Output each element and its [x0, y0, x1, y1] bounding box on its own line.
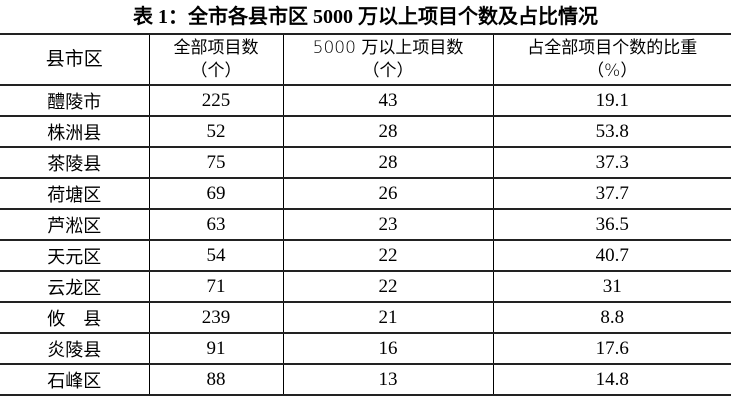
table-row: 芦淞区 63 23 36.5: [0, 209, 731, 240]
header-line: 5000 万以上项目数: [312, 37, 464, 58]
share-percent: 17.6: [492, 333, 731, 364]
county-name: 炎陵县: [47, 339, 102, 361]
projects-over-50m: 22: [282, 240, 493, 271]
share-percent: 8.8: [492, 302, 731, 333]
column-header: 县市区: [0, 34, 149, 85]
county-name: 天元区: [47, 246, 102, 268]
projects-over-50m: 26: [282, 178, 493, 209]
column-header: 全部项目数 （个）: [148, 34, 283, 85]
header-line: 占全部项目个数的比重: [527, 37, 698, 58]
table-title: 表 1：全市各县市区 5000 万以上项目个数及占比情况: [133, 6, 598, 28]
total-projects: 71: [148, 271, 283, 302]
header-line: 县市区: [45, 48, 103, 70]
total-projects: 225: [148, 85, 283, 116]
table-row: 醴陵市 225 43 19.1: [0, 85, 731, 116]
table-row: 攸 县 239 21 8.8: [0, 302, 731, 333]
table-row: 石峰区 88 13 14.8: [0, 364, 731, 395]
projects-over-50m: 13: [282, 364, 493, 395]
projects-over-50m: 23: [282, 209, 493, 240]
column-header: 占全部项目个数的比重 （%）: [492, 34, 731, 85]
county-name: 株洲县: [47, 122, 102, 144]
projects-over-50m: 16: [282, 333, 493, 364]
table-row: 茶陵县 75 28 37.3: [0, 147, 731, 178]
table-row: 云龙区 71 22 31: [0, 271, 731, 302]
projects-over-50m: 28: [282, 116, 493, 147]
projects-over-50m: 28: [282, 147, 493, 178]
table-row: 株洲县 52 28 53.8: [0, 116, 731, 147]
share-percent: 36.5: [492, 209, 731, 240]
share-percent: 53.8: [492, 116, 731, 147]
table-row: 炎陵县 91 16 17.6: [0, 333, 731, 364]
projects-over-50m: 22: [282, 271, 493, 302]
county-name: 石峰区: [47, 370, 102, 392]
projects-over-50m: 21: [282, 302, 493, 333]
total-projects: 91: [148, 333, 283, 364]
table-row: 天元区 54 22 40.7: [0, 240, 731, 271]
share-percent: 19.1: [492, 85, 731, 116]
county-name: 芦淞区: [47, 215, 102, 237]
total-projects: 63: [148, 209, 283, 240]
county-name: 云龙区: [47, 277, 102, 299]
share-percent: 40.7: [492, 240, 731, 271]
share-percent: 14.8: [492, 364, 731, 395]
projects-over-50m: 43: [282, 85, 493, 116]
header-unit: （个）: [190, 60, 242, 81]
column-header: 5000 万以上项目数 （个）: [282, 34, 493, 85]
share-percent: 31: [492, 271, 731, 302]
total-projects: 239: [148, 302, 283, 333]
total-projects: 69: [148, 178, 283, 209]
county-name: 攸 县: [47, 308, 102, 330]
header-unit: （个）: [362, 60, 414, 81]
county-name: 荷塘区: [47, 184, 102, 206]
header-unit: （%）: [587, 60, 638, 81]
table-row: 荷塘区 69 26 37.7: [0, 178, 731, 209]
total-projects: 54: [148, 240, 283, 271]
share-percent: 37.7: [492, 178, 731, 209]
county-name: 茶陵县: [47, 153, 102, 175]
total-projects: 52: [148, 116, 283, 147]
header-line: 全部项目数: [173, 37, 259, 58]
header-row: 县市区 全部项目数 （个） 5000 万以上项目数 （个） 占全部项目个数的比重 （%）: [0, 34, 731, 85]
total-projects: 88: [148, 364, 283, 395]
share-percent: 37.3: [492, 147, 731, 178]
total-projects: 75: [148, 147, 283, 178]
data-table: 县市区 全部项目数 （个） 5000 万以上项目数 （个） 占全部项目个数的比重 （%） 醴…: [0, 33, 731, 396]
county-name: 醴陵市: [47, 91, 102, 113]
